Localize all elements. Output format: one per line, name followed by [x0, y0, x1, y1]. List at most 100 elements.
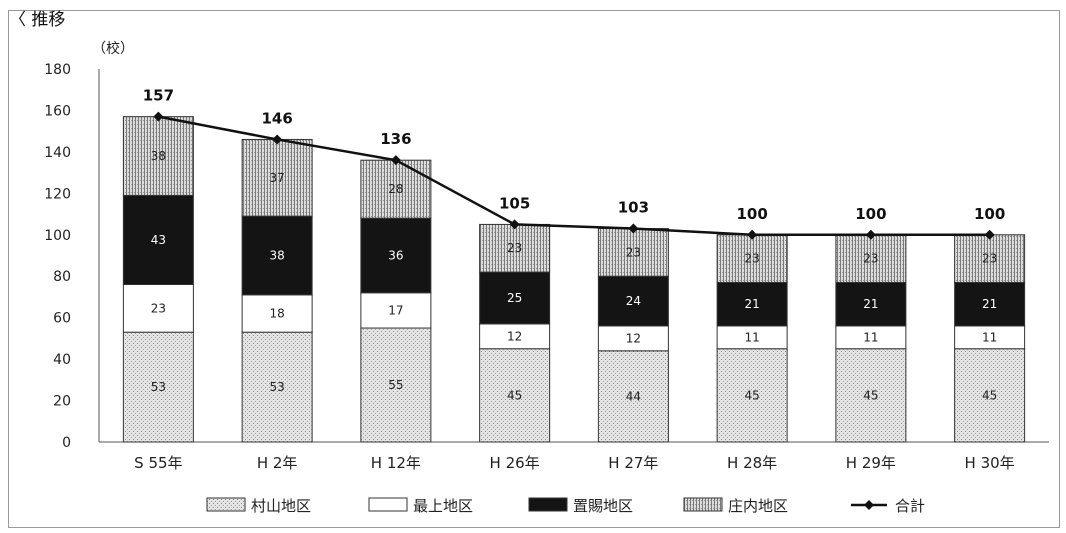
x-tick-label: H 28年: [727, 454, 777, 472]
segment-value-label: 25: [507, 291, 522, 305]
total-value-label: 100: [736, 205, 767, 223]
bar-segment: [479, 348, 551, 443]
segment-value-label: 55: [388, 378, 403, 392]
bar-segment: [835, 348, 907, 443]
total-value-label: 100: [974, 205, 1005, 223]
segment-value-label: 23: [626, 245, 641, 259]
bar-segment: [597, 275, 669, 327]
total-marker: [865, 229, 876, 240]
bar-segment: [360, 327, 432, 443]
segment-value-label: 44: [626, 389, 641, 403]
legend-marker: [864, 500, 874, 510]
bar-segment: [597, 228, 669, 277]
y-tick-label: 40: [53, 352, 71, 368]
x-tick-label: H 26年: [490, 454, 540, 472]
bar-segment: [716, 234, 788, 283]
y-tick-label: 60: [53, 311, 71, 327]
chart-heading: 〈 推移: [9, 10, 66, 30]
y-tick-label: 20: [53, 394, 71, 410]
x-tick-label: H 27年: [608, 454, 658, 472]
legend-swatch: [206, 497, 246, 512]
total-marker: [984, 229, 995, 240]
legend-swatch: [528, 497, 568, 512]
segment-value-label: 23: [982, 252, 997, 266]
total-value-label: 157: [143, 87, 174, 105]
y-tick-label: 120: [44, 186, 71, 202]
segment-value-label: 45: [863, 388, 878, 402]
segment-value-label: 12: [626, 331, 641, 345]
bar-segment: [241, 294, 313, 333]
total-marker: [272, 134, 283, 145]
total-value-label: 100: [855, 205, 886, 223]
y-tick-label: 80: [53, 269, 71, 285]
legend-label: 置賜地区: [573, 497, 633, 515]
segment-value-label: 45: [744, 388, 759, 402]
bar-segment: [597, 325, 669, 352]
legend-swatch: [683, 497, 723, 512]
total-value-label: 136: [380, 130, 411, 148]
x-tick-label: H 30年: [965, 454, 1015, 472]
y-tick-label: 160: [44, 103, 71, 119]
bar-segment: [122, 116, 194, 196]
segment-value-label: 23: [507, 241, 522, 255]
segment-value-label: 12: [507, 329, 522, 343]
bar-segment: [360, 159, 432, 219]
segment-value-label: 23: [744, 252, 759, 266]
x-tick-label: H 2年: [257, 454, 298, 472]
segment-value-label: 18: [269, 307, 284, 321]
x-tick-label: S 55年: [134, 454, 182, 472]
legend-label: 村山地区: [251, 497, 311, 515]
segment-value-label: 17: [388, 303, 403, 317]
total-marker: [628, 223, 639, 234]
legend-label: 最上地区: [413, 497, 473, 515]
total-line: [158, 115, 990, 237]
bar-segment: [835, 234, 907, 283]
segment-value-label: 45: [982, 388, 997, 402]
segment-value-label: 21: [863, 297, 878, 311]
segment-value-label: 23: [863, 252, 878, 266]
segment-value-label: 53: [151, 380, 166, 394]
bar-segment: [835, 281, 907, 327]
legend-swatch: [368, 497, 408, 512]
segment-value-label: 28: [388, 182, 403, 196]
bar-segment: [716, 348, 788, 443]
segment-value-label: 23: [151, 301, 166, 315]
bar-segment: [954, 281, 1026, 327]
bar-segment: [241, 331, 313, 443]
x-tick-label: H 12年: [371, 454, 421, 472]
segment-value-label: 21: [982, 297, 997, 311]
segment-value-label: 38: [269, 249, 284, 263]
segment-value-label: 38: [151, 149, 166, 163]
legend-label: 庄内地区: [728, 497, 788, 515]
bar-segment: [122, 194, 194, 286]
total-value-label: 146: [261, 109, 292, 127]
segment-value-label: 11: [982, 330, 997, 344]
stacked-bar-chart: （校） 0 20 40 60 80 100 120 140 160 180 S 55年 H 2年 H 12…: [44, 40, 1049, 515]
total-marker: [153, 111, 164, 122]
total-marker: [747, 229, 758, 240]
total-value-label: 105: [499, 194, 530, 212]
bar-segment: [122, 331, 194, 443]
segment-value-label: 36: [388, 249, 403, 263]
chart-frame: 〈 推移 （校） 0 20 40 60 80 100 120 140 160 180 S 55年 H 2…: [8, 10, 1060, 528]
total-value-label: 103: [618, 199, 649, 217]
y-tick-label: 0: [62, 435, 71, 451]
y-tick-label: 180: [44, 62, 71, 78]
segment-value-label: 21: [744, 297, 759, 311]
segment-value-label: 43: [151, 233, 166, 247]
bar-segment: [360, 217, 432, 294]
segment-value-label: 45: [507, 388, 522, 402]
segment-value-label: 24: [626, 294, 641, 308]
bar-segment: [360, 292, 432, 329]
y-tick-label: 100: [44, 228, 71, 244]
y-axis-unit: （校）: [92, 40, 134, 57]
x-tick-label: H 29年: [846, 454, 896, 472]
total-marker: [390, 155, 401, 166]
y-tick-label: 140: [44, 145, 71, 161]
segment-value-label: 53: [269, 380, 284, 394]
bar-segment: [122, 284, 194, 333]
segment-value-label: 11: [863, 330, 878, 344]
segment-value-label: 37: [269, 171, 284, 185]
bar-segment: [479, 323, 551, 350]
bar-segment: [954, 348, 1026, 443]
